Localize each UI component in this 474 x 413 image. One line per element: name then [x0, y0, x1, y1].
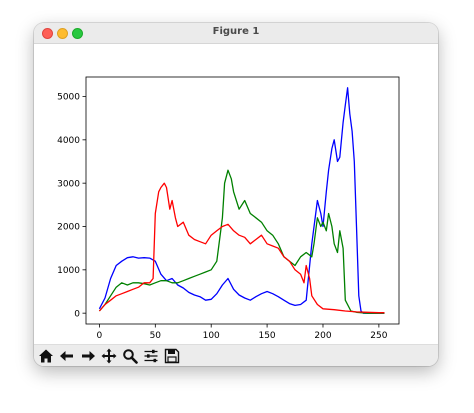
x-tick-label: 100	[203, 331, 220, 341]
series-layer	[98, 87, 385, 314]
series-line-0	[98, 87, 385, 314]
configure-subplots-icon	[144, 349, 158, 363]
forward-arrow-icon	[82, 351, 95, 361]
save-button[interactable]	[163, 347, 181, 365]
home-button[interactable]	[37, 347, 55, 365]
save-floppy-icon	[164, 348, 180, 364]
histogram-chart[interactable]: 0 50 100 150 200 250 0 1000 2000 3000 4000 5000	[34, 44, 438, 344]
configure-subplots-button[interactable]	[142, 347, 160, 365]
x-axis-ticks: 0 50 100 150 200 250	[97, 324, 388, 341]
back-arrow-icon	[60, 351, 73, 361]
zoom-button[interactable]	[121, 347, 139, 365]
pan-move-icon	[101, 348, 117, 364]
x-tick-label: 0	[97, 331, 103, 341]
navigation-toolbar	[34, 344, 438, 366]
y-axis-ticks: 0 1000 2000 3000 4000 5000	[57, 93, 86, 319]
back-button[interactable]	[58, 347, 76, 365]
forward-button[interactable]	[79, 347, 97, 365]
close-window-button[interactable]	[42, 28, 53, 39]
minimize-window-button[interactable]	[57, 28, 68, 39]
x-tick-label: 250	[370, 331, 387, 341]
x-tick-label: 200	[314, 331, 331, 341]
pan-button[interactable]	[100, 347, 118, 365]
series-line-1	[98, 169, 385, 314]
y-tick-label: 2000	[57, 223, 80, 233]
title-bar[interactable]: Figure 1	[34, 23, 438, 44]
home-icon	[39, 349, 53, 363]
plot-canvas[interactable]: 0 50 100 150 200 250 0 1000 2000 3000 4000 5000	[34, 44, 438, 344]
series-line-2	[98, 182, 385, 314]
maximize-window-button[interactable]	[72, 28, 83, 39]
y-tick-label: 3000	[57, 179, 80, 189]
x-tick-label: 150	[258, 331, 275, 341]
figure-window: Figure 1 0 50 100 150 200 250 0 1000 2000 3000 40…	[34, 23, 438, 366]
zoom-magnifier-icon	[123, 349, 138, 364]
y-tick-label: 0	[74, 309, 80, 319]
window-title: Figure 1	[212, 26, 260, 37]
axes-frame	[85, 76, 400, 325]
y-tick-label: 4000	[57, 136, 80, 146]
y-tick-label: 1000	[57, 266, 80, 276]
y-tick-label: 5000	[57, 93, 80, 103]
x-tick-label: 50	[150, 331, 162, 341]
